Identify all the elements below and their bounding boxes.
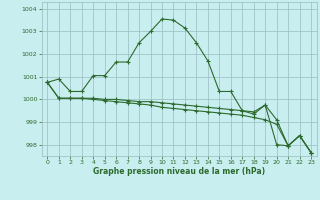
X-axis label: Graphe pression niveau de la mer (hPa): Graphe pression niveau de la mer (hPa) — [93, 167, 265, 176]
